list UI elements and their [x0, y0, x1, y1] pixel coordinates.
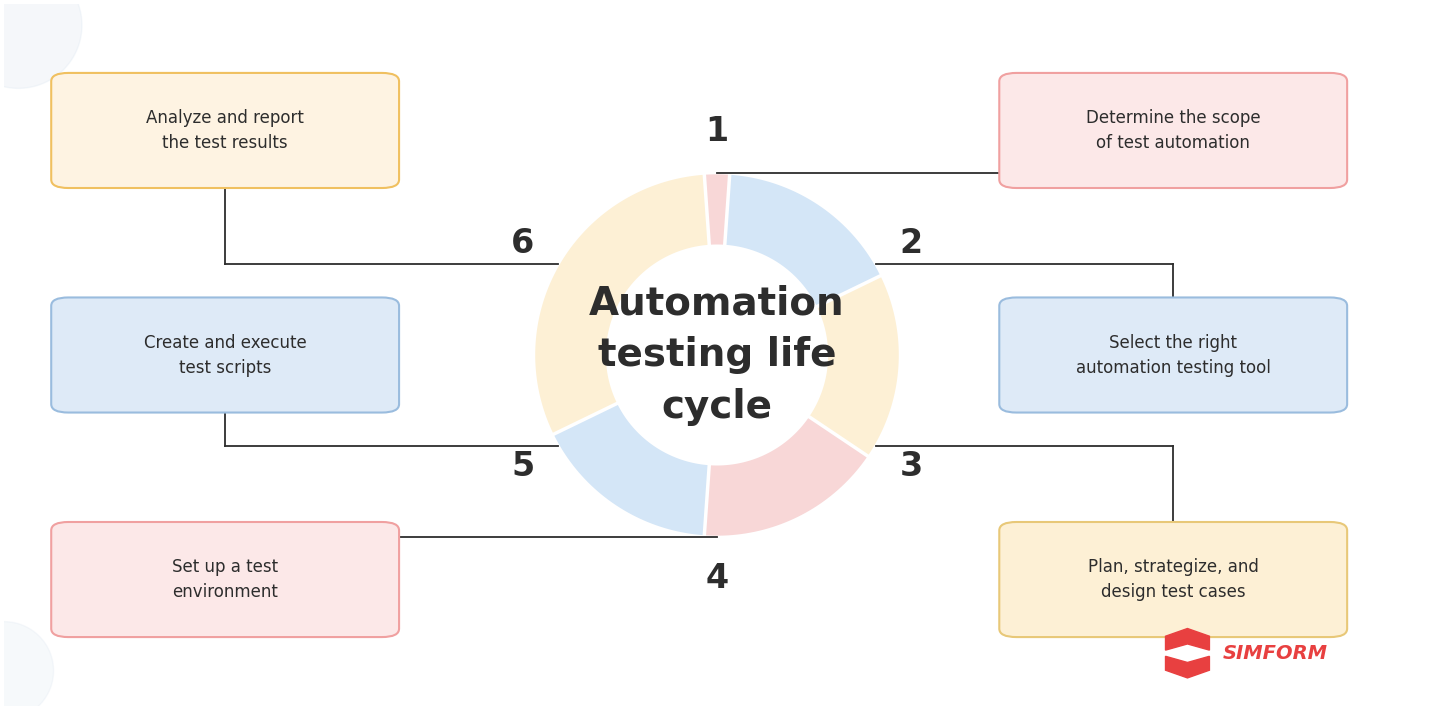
Text: Analyze and report
the test results: Analyze and report the test results — [146, 109, 304, 152]
Polygon shape — [533, 275, 710, 537]
Polygon shape — [565, 416, 869, 537]
Polygon shape — [724, 275, 901, 537]
Polygon shape — [1166, 628, 1209, 650]
FancyBboxPatch shape — [999, 522, 1347, 637]
Text: Automation
testing life
cycle: Automation testing life cycle — [589, 285, 845, 425]
Polygon shape — [1166, 656, 1209, 678]
Text: 5: 5 — [511, 450, 535, 483]
Polygon shape — [565, 173, 869, 294]
Text: Determine the scope
of test automation: Determine the scope of test automation — [1086, 109, 1260, 152]
Text: Plan, strategize, and
design test cases: Plan, strategize, and design test cases — [1088, 558, 1259, 601]
FancyBboxPatch shape — [999, 73, 1347, 188]
Text: SIMFORM: SIMFORM — [1223, 644, 1328, 662]
Polygon shape — [533, 173, 710, 435]
Text: 6: 6 — [511, 227, 535, 260]
Text: 4: 4 — [706, 562, 728, 595]
Polygon shape — [0, 0, 82, 88]
Text: 1: 1 — [706, 115, 728, 148]
FancyBboxPatch shape — [999, 297, 1347, 413]
FancyBboxPatch shape — [52, 522, 399, 637]
Text: 2: 2 — [899, 227, 923, 260]
Text: Set up a test
environment: Set up a test environment — [172, 558, 278, 601]
Polygon shape — [724, 173, 901, 435]
Polygon shape — [0, 622, 53, 710]
Text: Select the right
automation testing tool: Select the right automation testing tool — [1076, 334, 1271, 376]
Text: Create and execute
test scripts: Create and execute test scripts — [143, 334, 307, 376]
FancyBboxPatch shape — [52, 297, 399, 413]
FancyBboxPatch shape — [52, 73, 399, 188]
Text: 3: 3 — [899, 450, 923, 483]
Polygon shape — [608, 246, 826, 464]
